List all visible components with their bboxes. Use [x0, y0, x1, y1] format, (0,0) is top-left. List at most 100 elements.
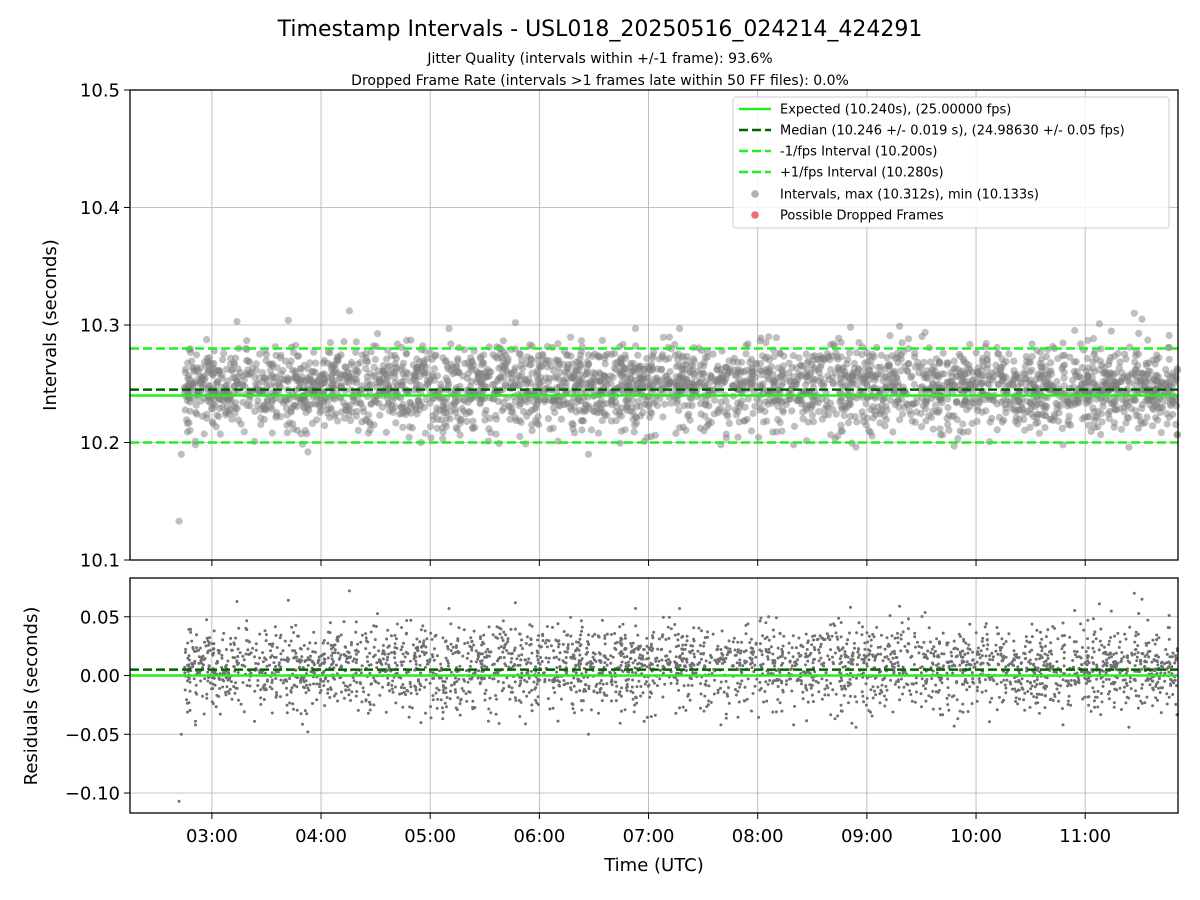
residual-point [630, 685, 634, 689]
residual-point [1101, 684, 1105, 688]
interval-point [383, 355, 391, 363]
residual-point [236, 647, 240, 651]
residual-point [1123, 632, 1127, 636]
residual-point [928, 640, 932, 644]
interval-point [456, 431, 464, 439]
residual-point [819, 642, 823, 646]
residual-point [744, 632, 748, 636]
residual-point [634, 624, 638, 628]
residual-point [551, 706, 555, 710]
residual-point [951, 671, 955, 675]
residual-point [1100, 700, 1104, 704]
residual-point [275, 691, 278, 694]
interval-point [439, 401, 447, 409]
residual-point [780, 709, 784, 713]
interval-point [177, 450, 185, 458]
residual-point [1090, 656, 1094, 660]
interval-point [356, 398, 364, 407]
residual-point [917, 651, 921, 655]
residual-point [193, 659, 197, 663]
residual-point [1055, 660, 1059, 664]
interval-point [306, 359, 314, 367]
interval-point [785, 369, 793, 377]
interval-point [725, 357, 733, 365]
residual-point [509, 660, 513, 664]
residual-point [820, 677, 824, 681]
residual-point [234, 681, 237, 685]
residual-point [1067, 694, 1071, 698]
residual-point [605, 632, 609, 636]
residual-point [414, 659, 418, 663]
interval-point [630, 368, 638, 376]
intervals-scatter-series [175, 307, 1182, 525]
residual-point [466, 680, 470, 684]
residual-point [287, 643, 291, 647]
residual-point [230, 648, 234, 652]
residual-point [767, 615, 771, 619]
interval-point [562, 379, 570, 387]
interval-point [576, 371, 584, 379]
interval-point [397, 366, 405, 374]
residual-point [1170, 665, 1174, 669]
residual-point [702, 709, 706, 713]
interval-point [1134, 362, 1142, 370]
residual-point [499, 627, 503, 631]
interval-point [1121, 350, 1129, 358]
residual-point [677, 688, 681, 692]
residual-point [259, 688, 263, 692]
residual-point [449, 642, 453, 646]
residual-point [896, 631, 899, 635]
residual-point [372, 624, 376, 628]
interval-point [803, 365, 811, 374]
residual-point [819, 645, 822, 649]
interval-point [414, 365, 422, 373]
interval-point [283, 376, 291, 384]
residual-point [649, 715, 653, 719]
interval-point [907, 373, 915, 381]
residual-point [860, 690, 864, 694]
residual-point [1044, 659, 1048, 663]
interval-point [1033, 413, 1041, 422]
interval-point [184, 359, 192, 367]
interval-point [861, 359, 869, 367]
interval-point [601, 360, 609, 368]
residual-point [932, 654, 936, 658]
interval-point [963, 406, 971, 414]
interval-point [887, 370, 895, 378]
interval-point [646, 408, 655, 416]
residual-point [185, 698, 189, 702]
residual-point [1062, 650, 1066, 654]
interval-point [1151, 360, 1159, 368]
interval-point [607, 417, 616, 425]
interval-point [233, 317, 241, 326]
residual-point [1123, 685, 1126, 689]
residual-point [781, 690, 785, 694]
residual-point [467, 690, 471, 694]
residual-point [368, 703, 372, 706]
residual-point [839, 703, 843, 707]
interval-point [837, 338, 845, 347]
residual-point [623, 636, 627, 640]
residual-point [360, 664, 364, 668]
residual-point [1017, 678, 1021, 682]
interval-point [478, 377, 486, 385]
residual-point [899, 649, 903, 653]
interval-point [834, 432, 842, 440]
interval-point [844, 356, 852, 364]
residual-point [1092, 690, 1096, 694]
residual-point [1167, 637, 1171, 641]
interval-point [341, 363, 349, 371]
residual-point [1093, 630, 1097, 634]
residual-point [514, 699, 518, 702]
residual-point [645, 644, 649, 648]
residual-point [848, 631, 851, 635]
interval-point [482, 406, 490, 414]
residual-point [681, 705, 685, 709]
interval-point [667, 399, 675, 407]
interval-point [966, 365, 974, 373]
residual-point [570, 642, 574, 646]
interval-point [555, 375, 563, 383]
interval-point [469, 425, 477, 433]
residual-point [893, 652, 897, 656]
legend-minus-fps-label: -1/fps Interval (10.200s) [780, 145, 937, 160]
